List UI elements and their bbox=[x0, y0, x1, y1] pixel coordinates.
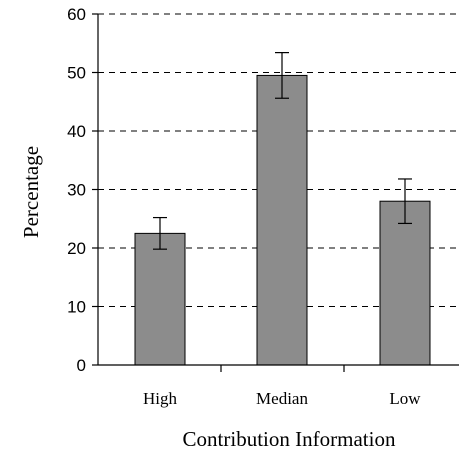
bar-high bbox=[134, 232, 186, 366]
y-tick-label: 60 bbox=[67, 5, 86, 24]
x-axis-title: Contribution Information bbox=[183, 427, 396, 451]
y-tick-labels: 0 10 20 30 40 50 60 bbox=[67, 5, 86, 375]
error-bars bbox=[153, 52, 412, 250]
y-tick-label: 30 bbox=[67, 181, 86, 200]
bar-median bbox=[256, 74, 308, 366]
y-tick-label: 40 bbox=[67, 122, 86, 141]
axes bbox=[92, 13, 459, 372]
x-tick-labels: High Median Low bbox=[143, 389, 421, 408]
y-axis-title: Percentage bbox=[19, 146, 43, 238]
error-bar bbox=[275, 52, 289, 99]
x-tick-label: High bbox=[143, 389, 178, 408]
error-bar bbox=[398, 178, 412, 225]
x-tick-label: Median bbox=[256, 389, 308, 408]
bars bbox=[134, 74, 431, 366]
y-tick-label: 50 bbox=[67, 64, 86, 83]
y-tick-label: 0 bbox=[77, 356, 86, 375]
bar-low bbox=[379, 200, 431, 366]
y-tick-label: 20 bbox=[67, 239, 86, 258]
error-bar bbox=[153, 216, 167, 250]
y-tick-label: 10 bbox=[67, 298, 86, 317]
x-tick-label: Low bbox=[389, 389, 421, 408]
